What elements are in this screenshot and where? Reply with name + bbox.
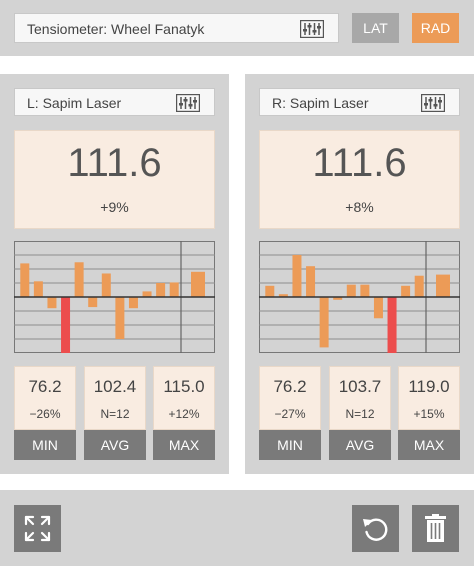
chart-bar bbox=[346, 284, 356, 297]
left-reading-percent: +9% bbox=[100, 199, 129, 215]
chart-bar bbox=[333, 297, 343, 300]
tensiometer-label: Tensiometer: Wheel Fanatyk bbox=[27, 21, 205, 37]
right-reading-display: 111.6 +8% bbox=[259, 130, 460, 229]
chart-bar bbox=[387, 297, 397, 353]
right-max-button[interactable]: MAX bbox=[398, 430, 460, 460]
chart-bar bbox=[74, 262, 84, 297]
left-max-stat: 115.0 +12% MAX bbox=[153, 366, 215, 460]
chart-bar bbox=[61, 297, 71, 353]
right-min-value: 76.2 bbox=[273, 377, 307, 396]
right-spoke-selector[interactable]: R: Sapim Laser bbox=[259, 88, 460, 116]
delete-button[interactable] bbox=[412, 505, 459, 552]
left-tension-chart bbox=[14, 241, 215, 353]
chart-bar bbox=[33, 281, 43, 297]
chart-bar bbox=[47, 297, 57, 309]
left-min-button[interactable]: MIN bbox=[14, 430, 76, 460]
sliders-icon[interactable] bbox=[175, 93, 201, 113]
right-min-stat: 76.2 −27% MIN bbox=[259, 366, 321, 460]
right-min-button[interactable]: MIN bbox=[259, 430, 321, 460]
chart-bar bbox=[20, 263, 30, 297]
right-tension-chart bbox=[259, 241, 460, 353]
right-avg-button[interactable]: AVG bbox=[329, 430, 391, 460]
sliders-icon[interactable] bbox=[420, 93, 446, 113]
right-max-value: 119.0 bbox=[408, 377, 450, 396]
chart-bar bbox=[88, 297, 98, 308]
chart-bar bbox=[319, 297, 329, 348]
top-bar: Tensiometer: Wheel Fanatyk LAT RAD bbox=[0, 0, 474, 56]
right-avg-count: N=12 bbox=[345, 407, 375, 421]
chart-bar bbox=[360, 284, 370, 297]
right-avg-value: 103.7 bbox=[338, 377, 382, 396]
left-avg-button[interactable]: AVG bbox=[84, 430, 146, 460]
right-spoke-label: R: Sapim Laser bbox=[272, 95, 369, 111]
chart-bar bbox=[265, 285, 275, 297]
chart-bar bbox=[306, 266, 316, 297]
undo-icon bbox=[363, 518, 388, 541]
left-min-value: 76.2 bbox=[28, 377, 62, 396]
chart-bar bbox=[169, 282, 179, 297]
fullscreen-icon bbox=[24, 515, 51, 542]
tensiometer-selector[interactable]: Tensiometer: Wheel Fanatyk bbox=[14, 13, 339, 43]
bottom-toolbar bbox=[0, 490, 474, 566]
right-min-percent: −27% bbox=[274, 407, 306, 421]
rad-mode-button[interactable]: RAD bbox=[412, 13, 459, 43]
left-reading-value: 111.6 bbox=[67, 141, 162, 185]
right-max-percent: +15% bbox=[413, 407, 445, 421]
chart-bar bbox=[292, 255, 302, 297]
current-bar bbox=[191, 271, 205, 297]
chart-bar bbox=[142, 291, 152, 297]
left-spoke-selector[interactable]: L: Sapim Laser bbox=[14, 88, 215, 116]
right-reading-value: 111.6 bbox=[312, 141, 407, 185]
left-max-button[interactable]: MAX bbox=[153, 430, 215, 460]
right-max-stat: 119.0 +15% MAX bbox=[398, 366, 460, 460]
right-reading-percent: +8% bbox=[345, 199, 374, 215]
chart-bar bbox=[401, 285, 411, 297]
left-reading-display: 111.6 +9% bbox=[14, 130, 215, 229]
sliders-icon[interactable] bbox=[299, 19, 325, 39]
left-max-value: 115.0 bbox=[163, 377, 205, 396]
chart-bar bbox=[373, 297, 383, 319]
chart-bar bbox=[115, 297, 125, 339]
trash-icon bbox=[425, 514, 446, 542]
current-bar bbox=[436, 274, 450, 297]
lat-mode-button[interactable]: LAT bbox=[352, 13, 399, 43]
left-avg-value: 102.4 bbox=[93, 377, 137, 396]
right-side-panel: R: Sapim Laser 111.6 +8% 76.2 −27% MIN bbox=[245, 74, 474, 474]
left-spoke-label: L: Sapim Laser bbox=[27, 95, 122, 111]
left-avg-stat: 102.4 N=12 AVG bbox=[84, 366, 146, 460]
fullscreen-button[interactable] bbox=[14, 505, 61, 552]
undo-button[interactable] bbox=[352, 505, 399, 552]
left-max-percent: +12% bbox=[168, 407, 200, 421]
chart-bar bbox=[101, 273, 111, 297]
left-avg-count: N=12 bbox=[100, 407, 130, 421]
left-min-stat: 76.2 −26% MIN bbox=[14, 366, 76, 460]
chart-bar bbox=[128, 297, 138, 309]
chart-bar bbox=[414, 275, 424, 297]
left-min-percent: −26% bbox=[29, 407, 61, 421]
chart-bar bbox=[278, 294, 288, 297]
right-avg-stat: 103.7 N=12 AVG bbox=[329, 366, 391, 460]
left-side-panel: L: Sapim Laser 111.6 +9% 76.2 −26% MIN bbox=[0, 74, 229, 474]
chart-bar bbox=[156, 283, 166, 297]
